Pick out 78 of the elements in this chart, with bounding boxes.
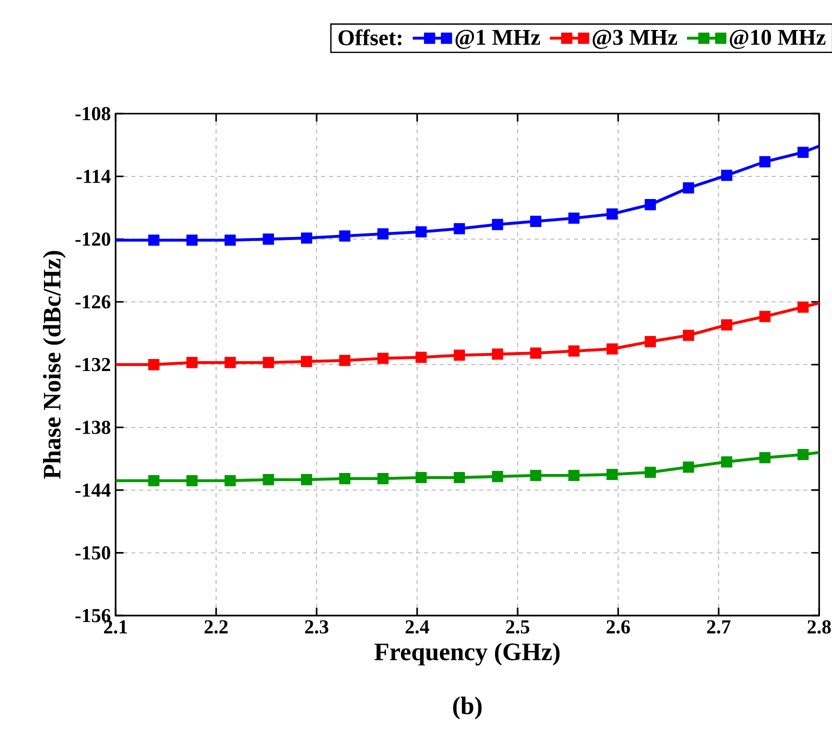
y-tick-label: -150 (75, 546, 110, 560)
point (606, 208, 618, 220)
point (530, 216, 542, 227)
point (416, 226, 427, 238)
y-axis-title: Phase Noise (dBc/Hz) (43, 251, 66, 479)
point (300, 474, 312, 486)
point (339, 354, 350, 366)
x-tick-label: 2.7 (707, 620, 731, 634)
point (721, 170, 732, 181)
point (682, 461, 694, 473)
point (377, 473, 389, 484)
x-tick-label: 2.3 (305, 620, 328, 634)
point (568, 470, 580, 482)
point (339, 473, 350, 484)
x-tick-label: 2.6 (606, 620, 630, 634)
point (262, 474, 274, 486)
x-tick-label: 2.8 (808, 620, 831, 634)
x-tick-label: 2.1 (104, 620, 127, 634)
point (454, 350, 465, 361)
point (721, 319, 732, 330)
point (148, 359, 160, 370)
point (377, 228, 389, 240)
point (797, 146, 809, 158)
x-axis-title: Frequency (GHz) (374, 642, 560, 666)
legend-title: Offset: (338, 29, 402, 46)
point (416, 472, 427, 484)
point (492, 218, 504, 230)
point (186, 234, 198, 246)
point (530, 470, 542, 482)
legend-label: @1 MHz (456, 30, 540, 49)
point (797, 301, 809, 313)
point (224, 234, 236, 246)
point (682, 182, 694, 194)
point (492, 348, 504, 360)
y-tick-label: -156 (75, 608, 110, 622)
point (377, 352, 389, 364)
legend-label: @10 MHz (730, 30, 826, 49)
y-tick-label: -132 (75, 358, 110, 372)
y-tick-label: -120 (75, 232, 110, 246)
point (186, 356, 198, 368)
point (606, 468, 618, 480)
point (530, 348, 542, 359)
y-tick-label: -144 (75, 484, 111, 497)
point (148, 234, 160, 246)
point (186, 475, 198, 486)
y-tick-label: -126 (75, 295, 110, 308)
point (568, 345, 580, 357)
point (797, 448, 809, 460)
point (682, 330, 694, 341)
point (644, 466, 656, 478)
point (454, 223, 465, 234)
point (262, 234, 274, 245)
y-tick-label: -108 (75, 106, 110, 120)
point (339, 230, 350, 242)
point (224, 475, 236, 486)
point (148, 475, 160, 486)
point (721, 456, 732, 468)
point (454, 472, 465, 484)
point (606, 343, 618, 355)
point (759, 452, 770, 464)
y-tick-label: -138 (75, 420, 110, 434)
point (568, 212, 580, 224)
x-tick-label: 2.2 (204, 620, 228, 634)
point (644, 336, 656, 348)
point (492, 470, 504, 482)
legend-label: @3 MHz (592, 30, 678, 49)
point (759, 310, 770, 322)
point (262, 356, 274, 368)
point (644, 199, 656, 210)
point (224, 356, 236, 368)
x-tick-label: 2.5 (506, 620, 530, 634)
x-tick-label: 2.4 (406, 620, 430, 634)
point (416, 352, 427, 363)
y-tick-label: -114 (76, 170, 111, 183)
point (300, 232, 312, 244)
point (759, 156, 770, 168)
point (300, 356, 312, 368)
text: (b) (453, 696, 482, 720)
